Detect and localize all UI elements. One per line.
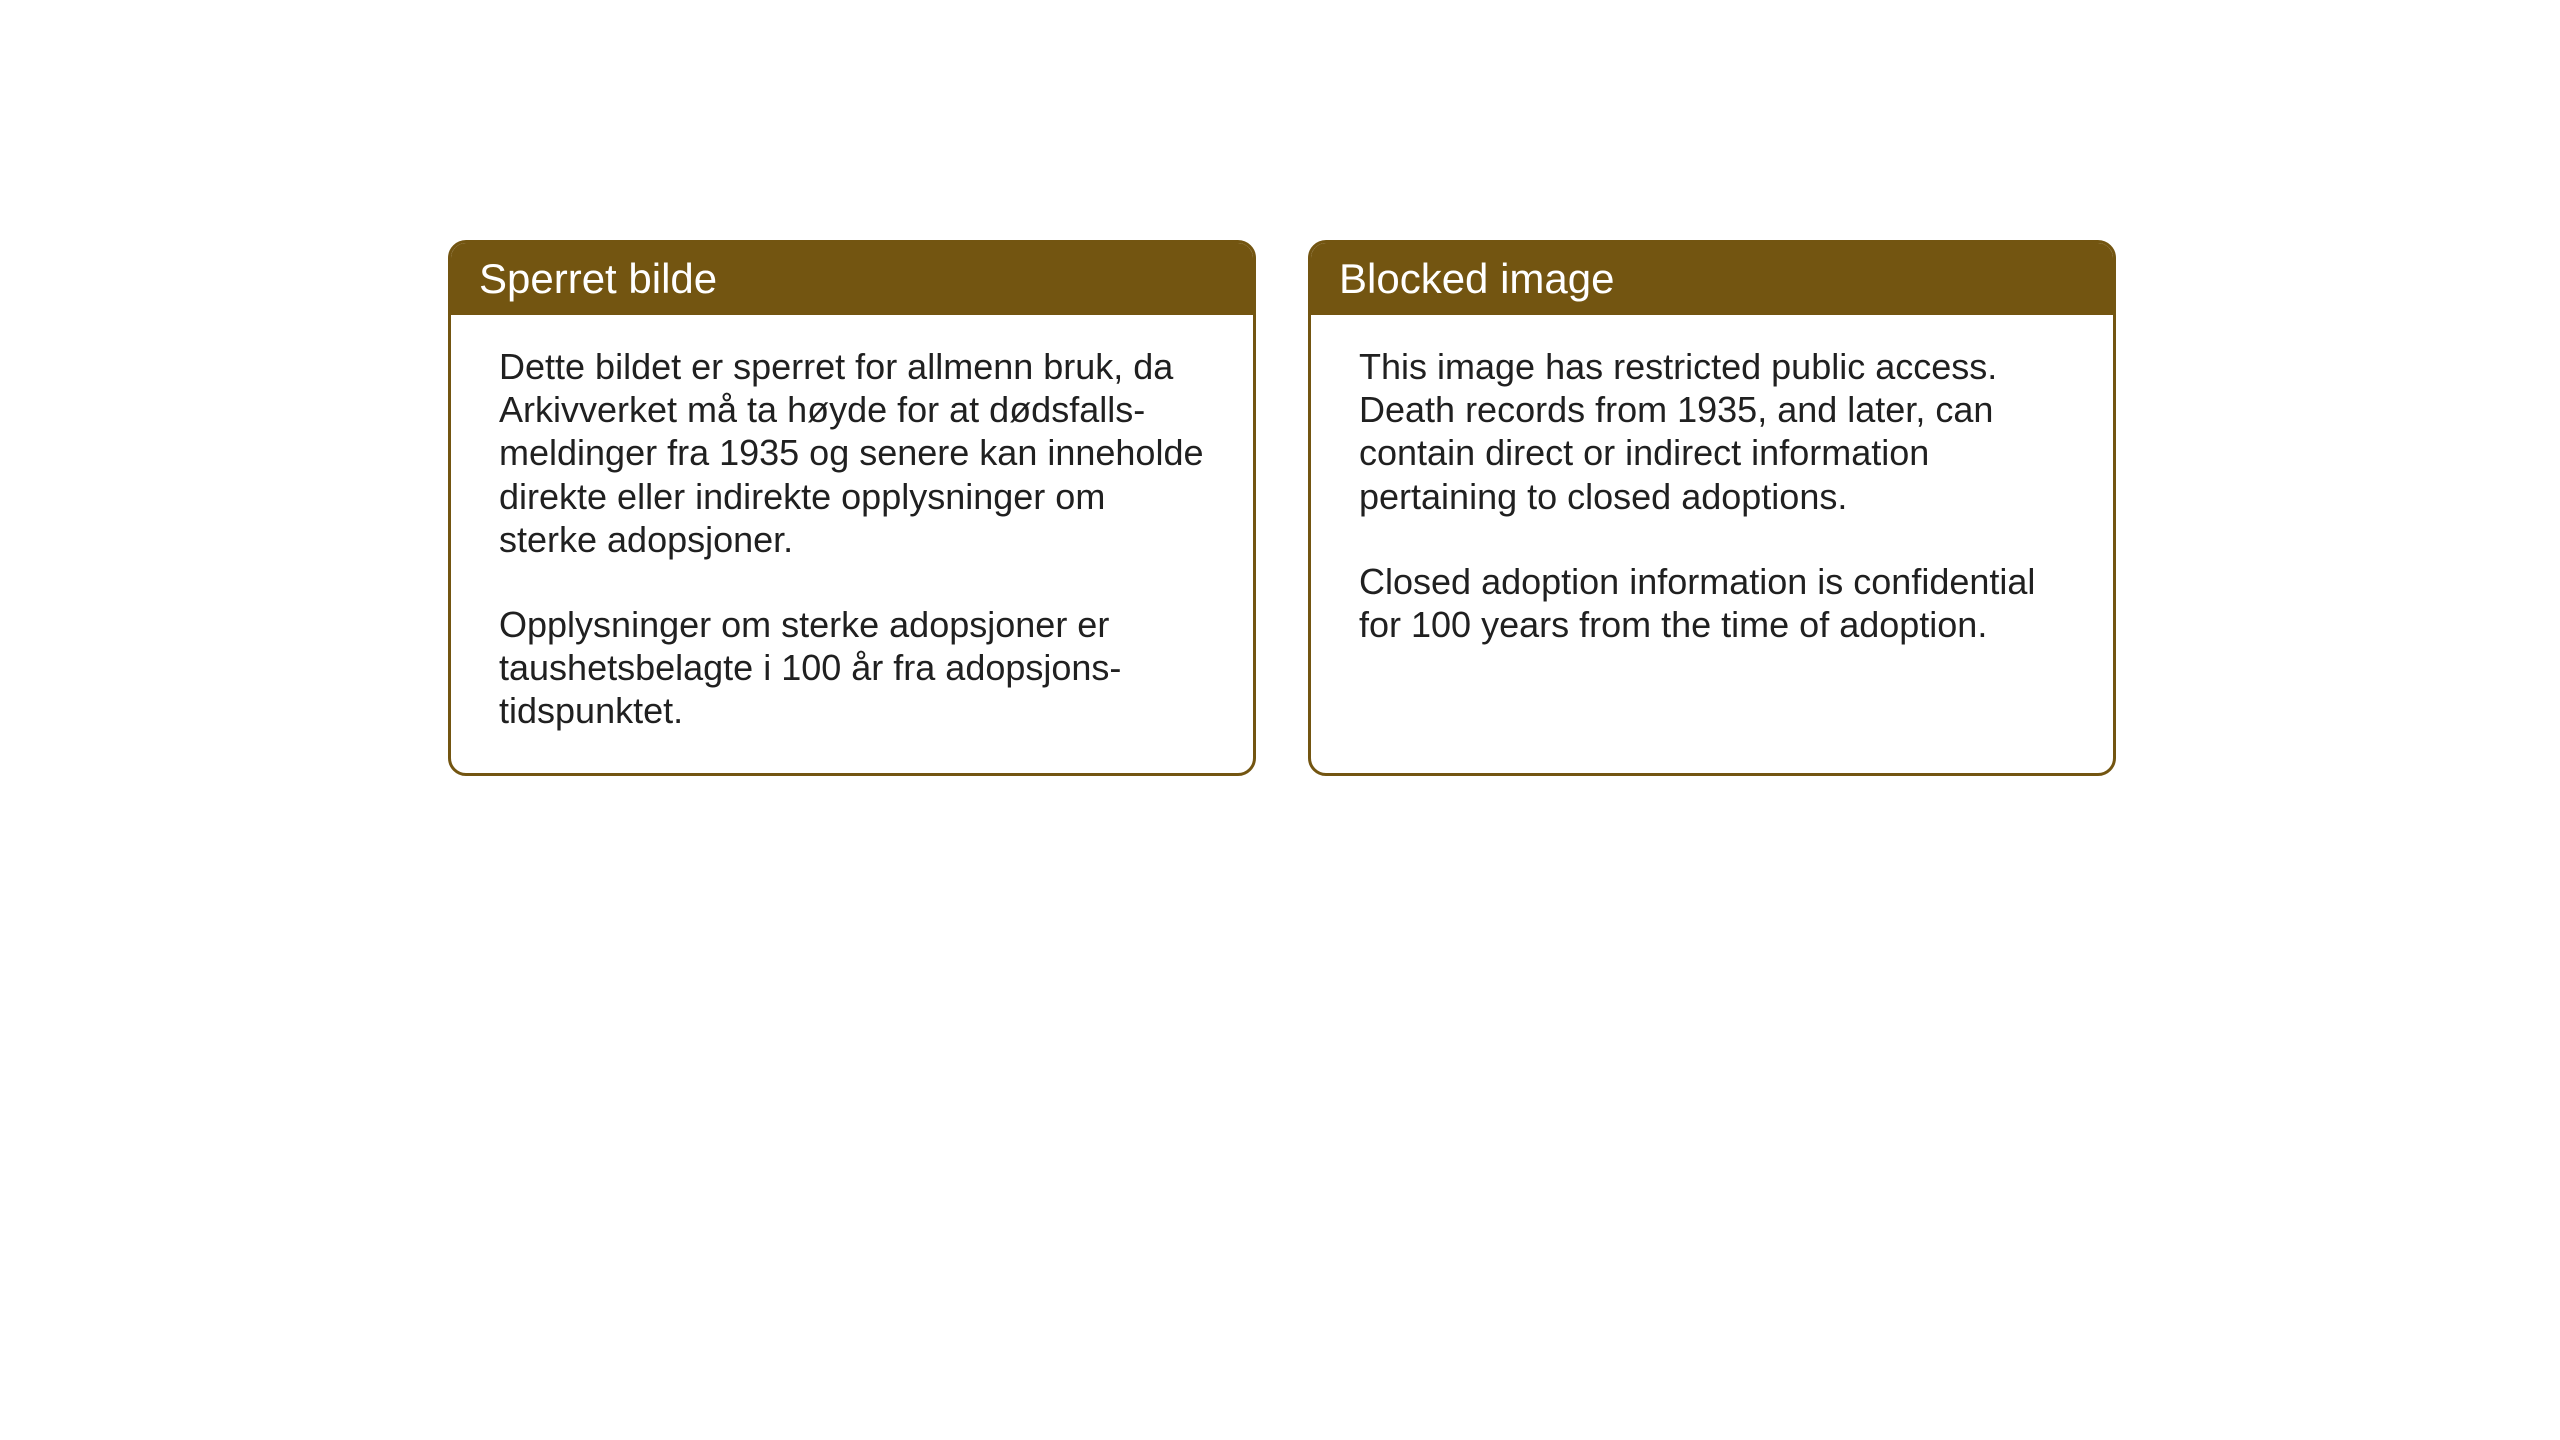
card-body-english: This image has restricted public access.… [1311,315,2113,686]
card-header-english: Blocked image [1311,243,2113,315]
card-header-norwegian: Sperret bilde [451,243,1253,315]
card-paragraph-1: Dette bildet er sperret for allmenn bruk… [499,345,1205,561]
card-paragraph-2: Opplysninger om sterke adopsjoner er tau… [499,603,1205,733]
card-paragraph-2: Closed adoption information is confident… [1359,560,2065,646]
card-english: Blocked image This image has restricted … [1308,240,2116,776]
card-title: Sperret bilde [479,255,717,302]
card-paragraph-1: This image has restricted public access.… [1359,345,2065,518]
card-norwegian: Sperret bilde Dette bildet er sperret fo… [448,240,1256,776]
card-body-norwegian: Dette bildet er sperret for allmenn bruk… [451,315,1253,773]
cards-container: Sperret bilde Dette bildet er sperret fo… [448,240,2116,776]
card-title: Blocked image [1339,255,1614,302]
